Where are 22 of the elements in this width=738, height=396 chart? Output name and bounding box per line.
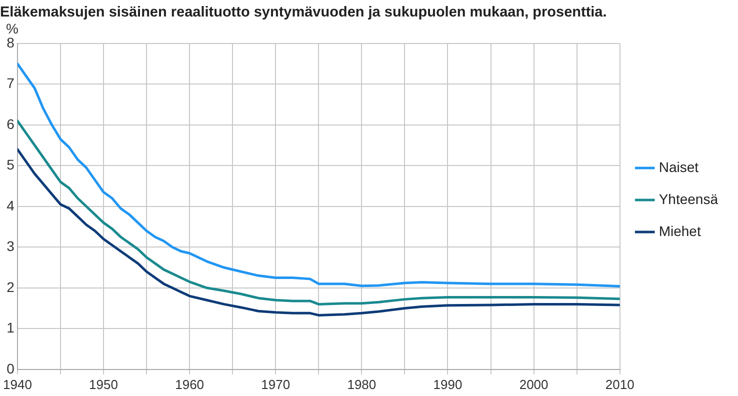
- y-tick-label: 0: [6, 360, 15, 376]
- y-tick-label: 2: [6, 278, 15, 295]
- y-tick-label: 4: [6, 197, 15, 214]
- x-tick-label: 1980: [347, 376, 376, 392]
- x-tick-label: 1940: [3, 376, 32, 392]
- y-axis-title: %: [6, 20, 18, 36]
- y-tick-label: 8: [6, 34, 15, 50]
- x-tick-label: 1970: [261, 376, 290, 392]
- x-tick-label: 1960: [175, 376, 204, 392]
- y-tick-label: 1: [6, 320, 15, 336]
- chart-title: Eläkemaksujen sisäinen reaalituotto syntymävuoden ja sukupuolen mukaan, prosenttia.: [0, 4, 607, 21]
- x-tick-label: 2010: [605, 376, 634, 392]
- x-tick-label: 1950: [89, 376, 118, 392]
- x-tick-label: 2000: [519, 376, 548, 392]
- legend-label: Yhteensä: [658, 190, 718, 207]
- y-tick-label: 3: [6, 238, 15, 254]
- y-tick-label: 7: [6, 75, 15, 92]
- y-tick-label: 6: [6, 116, 15, 132]
- legend-label: Naiset: [658, 158, 699, 175]
- x-tick-label: 1990: [433, 376, 462, 392]
- legend-label: Miehet: [658, 222, 701, 239]
- y-tick-label: 5: [6, 156, 15, 173]
